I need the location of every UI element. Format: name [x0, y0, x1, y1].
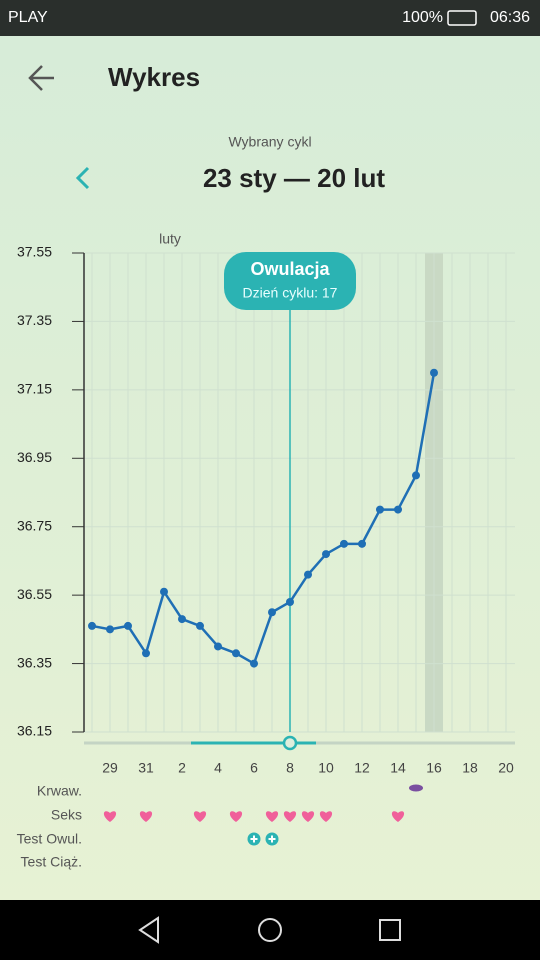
temperature-point [250, 659, 258, 668]
status-bar [0, 0, 540, 36]
sex-mark [229, 811, 243, 822]
nav-bar [0, 900, 540, 960]
temperature-point [430, 368, 438, 377]
y-tick-label: 37.15 [17, 381, 52, 397]
ovulation-day: Dzień cyklu: 17 [243, 285, 338, 301]
row-label: Test Owul. [17, 831, 82, 847]
y-tick-label: 36.55 [17, 586, 52, 602]
previous-cycle[interactable] [75, 166, 90, 190]
x-tick-label: 29 [102, 760, 118, 776]
temperature-point [88, 621, 96, 630]
sex-mark [139, 811, 153, 822]
temperature-point [304, 570, 312, 579]
chart: 29 31 2 4 6 8 10 12 14 16 18 20 luty 36.15 36.35 36.55 3… [17, 231, 515, 870]
page-title: Wykres [108, 62, 200, 92]
sex-mark [103, 811, 117, 822]
back-button[interactable] [28, 65, 54, 91]
x-tick-label: 18 [462, 760, 478, 776]
cycle-caption: Wybrany cykl [228, 134, 311, 150]
x-tick-label: 10 [318, 760, 334, 776]
temperature-point [412, 471, 420, 480]
battery-icon [447, 10, 477, 26]
x-tick-label: 2 [178, 760, 186, 776]
nav-back[interactable] [138, 916, 159, 944]
sex-mark [319, 811, 333, 822]
temperature-point [286, 597, 294, 606]
temperature-point [142, 649, 150, 658]
x-tick-label: 31 [138, 760, 154, 776]
temperature-line [91, 372, 436, 666]
y-tick-label: 36.75 [17, 517, 52, 533]
x-tick-label: 6 [250, 760, 258, 776]
x-tick-label: 14 [390, 760, 406, 776]
temperature-point [178, 615, 186, 624]
month-label: luty [159, 231, 181, 247]
cycle-range: 23 sty — 20 lut [203, 163, 385, 193]
y-tick-label: 37.35 [17, 312, 52, 328]
sex-mark [301, 811, 315, 822]
sex-mark [283, 811, 297, 822]
ovulation-title: Owulacja [250, 259, 330, 279]
temperature-point [196, 621, 204, 630]
temperature-point [214, 642, 222, 651]
temperature-point [394, 505, 402, 514]
row-label: Test Ciąż. [21, 854, 82, 870]
row-label: Seks [51, 807, 82, 823]
temperature-point [232, 649, 240, 658]
temperature-point [358, 539, 366, 548]
temperature-point [106, 625, 114, 634]
battery-level: 100% [402, 9, 443, 26]
sex-mark [265, 811, 279, 822]
carrier: PLAY [8, 9, 48, 26]
x-tick-label: 16 [426, 760, 442, 776]
clock: 06:36 [490, 9, 530, 26]
scroll-handle[interactable] [282, 735, 298, 751]
sex-mark [193, 811, 207, 822]
temperature-point [376, 505, 384, 514]
sex-mark [391, 811, 405, 822]
row-label: Krwaw. [37, 783, 82, 799]
y-tick-label: 36.35 [17, 654, 52, 670]
y-tick-label: 36.15 [17, 723, 52, 739]
ovulation-test-plus [268, 835, 276, 843]
temperature-point [268, 608, 276, 617]
bleeding-mark [409, 784, 423, 792]
temperature-point [322, 550, 330, 559]
temperature-point [340, 539, 348, 548]
y-tick-label: 37.55 [17, 244, 52, 260]
temperature-point [160, 587, 168, 596]
nav-home[interactable] [258, 918, 282, 942]
temperature-point [124, 621, 132, 630]
x-tick-label: 8 [286, 760, 294, 776]
nav-recent[interactable] [379, 919, 401, 941]
x-tick-label: 4 [214, 760, 222, 776]
x-tick-label: 12 [354, 760, 370, 776]
x-tick-label: 20 [498, 760, 514, 776]
ovulation-test-plus [250, 835, 258, 843]
ovulation-bubble [224, 252, 356, 310]
y-tick-label: 36.95 [17, 449, 52, 465]
